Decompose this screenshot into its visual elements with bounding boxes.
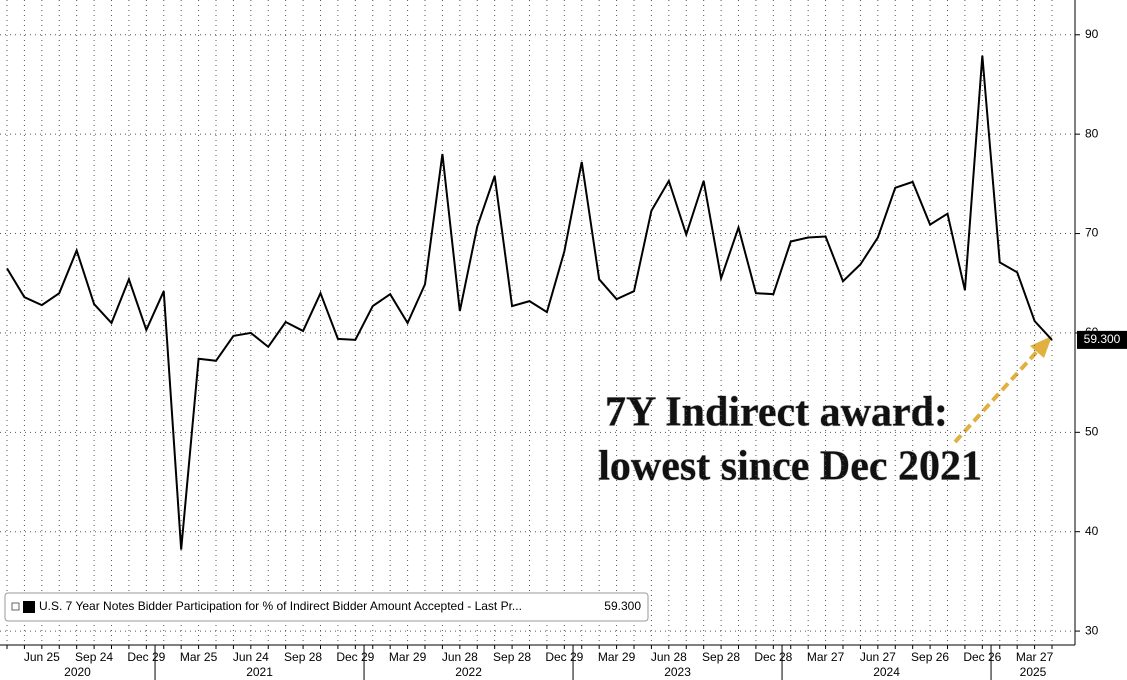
legend-value: 59.300 [604, 599, 641, 613]
year-label: 2023 [664, 665, 691, 679]
annotation-arrowhead [1030, 336, 1052, 358]
annotation-arrow [953, 344, 1044, 444]
x-tick-label: Mar 27 [807, 650, 845, 664]
year-label: 2024 [873, 665, 900, 679]
x-tick-label: Sep 26 [911, 650, 949, 664]
x-tick-label: Jun 28 [442, 650, 478, 664]
line [6, 55, 1053, 550]
last-value-box [1077, 330, 1127, 349]
x-tick-label: Dec 29 [336, 650, 374, 664]
x-tick-label: Mar 29 [389, 650, 427, 664]
x-tick-label: Sep 24 [75, 650, 113, 664]
y-tick-label: 30 [1085, 623, 1099, 637]
x-tick-label: Jun 27 [860, 650, 896, 664]
x-tick-label: Jun 25 [24, 650, 60, 664]
x-tick-label: Dec 29 [127, 650, 165, 664]
year-label: 2020 [64, 665, 91, 679]
y-tick-label: 70 [1085, 226, 1099, 240]
x-tick-label: Sep 28 [284, 650, 322, 664]
x-tick-label: Dec 28 [754, 650, 792, 664]
x-tick-label: Dec 29 [545, 650, 583, 664]
y-tick-label: 50 [1085, 424, 1099, 438]
legend-toggle [11, 602, 20, 611]
annotation: 7Y Indirect award: [605, 390, 948, 436]
annotation: lowest since Dec 2021 [598, 444, 982, 490]
legend-swatch [23, 601, 35, 613]
year-label: 2021 [246, 665, 273, 679]
x-tick-label: Sep 28 [702, 650, 740, 664]
year-label: 2022 [455, 665, 482, 679]
x-tick-label: Mar 27 [1016, 650, 1054, 664]
last-value-label: 59.300 [1084, 332, 1121, 346]
x-tick-label: Sep 28 [493, 650, 531, 664]
x-tick-label: Jun 24 [233, 650, 269, 664]
y-tick-label: 90 [1085, 27, 1099, 41]
x-tick-label: Mar 29 [598, 650, 636, 664]
legend-box [4, 592, 649, 622]
y-tick-label: 80 [1085, 126, 1099, 140]
y-tick-label: 40 [1085, 524, 1099, 538]
year-label: 2025 [1020, 665, 1047, 679]
legend-label: U.S. 7 Year Notes Bidder Participation f… [39, 599, 522, 613]
x-tick-label: Jun 28 [651, 650, 687, 664]
x-tick-label: Mar 25 [180, 650, 218, 664]
x-tick-label: Dec 26 [963, 650, 1001, 664]
